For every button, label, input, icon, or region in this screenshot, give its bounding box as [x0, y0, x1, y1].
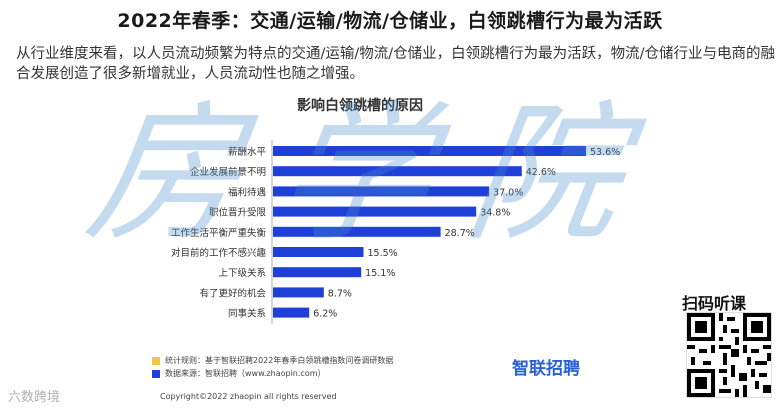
- bar: [273, 206, 477, 217]
- rule-swatch: [152, 357, 160, 365]
- category-label: 职位晋升受限: [209, 207, 267, 219]
- copyright: Copyright©2022 zhaopin all rights reserv…: [160, 392, 337, 401]
- bar: [273, 166, 522, 177]
- bar: [273, 247, 364, 257]
- intro-paragraph: 从行业维度来看，以人员流动频繁为特点的交通/运输/物流/仓储业，白领跳槽行为最为…: [16, 46, 776, 82]
- qr-code-icon[interactable]: [686, 312, 772, 398]
- bar: [273, 287, 324, 298]
- value-label: 34.8%: [480, 208, 510, 219]
- source-swatch: [152, 370, 160, 378]
- category-label: 对目前的工作不感兴趣: [171, 247, 267, 259]
- page-headline: 2022年春季：交通/运输/物流/仓储业，白领跳槽行为最为活跃: [117, 10, 663, 32]
- category-label: 有了更好的机会: [199, 287, 266, 299]
- bar: [273, 146, 586, 156]
- value-label: 37.0%: [493, 187, 523, 198]
- footnote-source: 数据来源：智联招聘（www.zhaopin.com）: [165, 369, 326, 378]
- bar: [273, 267, 362, 278]
- zhaopin-logo: 智联招聘: [512, 359, 580, 379]
- category-label: 企业发展前景不明: [190, 166, 266, 178]
- chart-title: 影响白领跳槽的原因: [297, 98, 423, 114]
- category-label: 工作生活平衡严重失衡: [171, 227, 267, 239]
- corner-logo: 六数跨境: [8, 390, 61, 405]
- value-label: 28.7%: [445, 228, 475, 239]
- bar: [273, 226, 441, 237]
- value-label: 15.5%: [368, 248, 398, 259]
- category-label: 薪酬水平: [228, 146, 267, 158]
- category-label: 同事关系: [228, 308, 266, 320]
- value-label: 8.7%: [328, 288, 352, 299]
- bar: [273, 307, 310, 318]
- footnote-rule: 统计规则：基于智联招聘2022年春季白领跳槽指数问卷调研数据: [165, 356, 394, 365]
- category-label: 福利待遇: [228, 186, 267, 198]
- value-label: 42.6%: [526, 167, 556, 178]
- bar: [273, 186, 490, 197]
- value-label: 6.2%: [313, 309, 337, 320]
- scan-label: 扫码听课: [682, 294, 747, 313]
- category-label: 上下级关系: [218, 267, 266, 279]
- value-label: 53.6%: [590, 147, 620, 158]
- value-label: 15.1%: [365, 268, 395, 279]
